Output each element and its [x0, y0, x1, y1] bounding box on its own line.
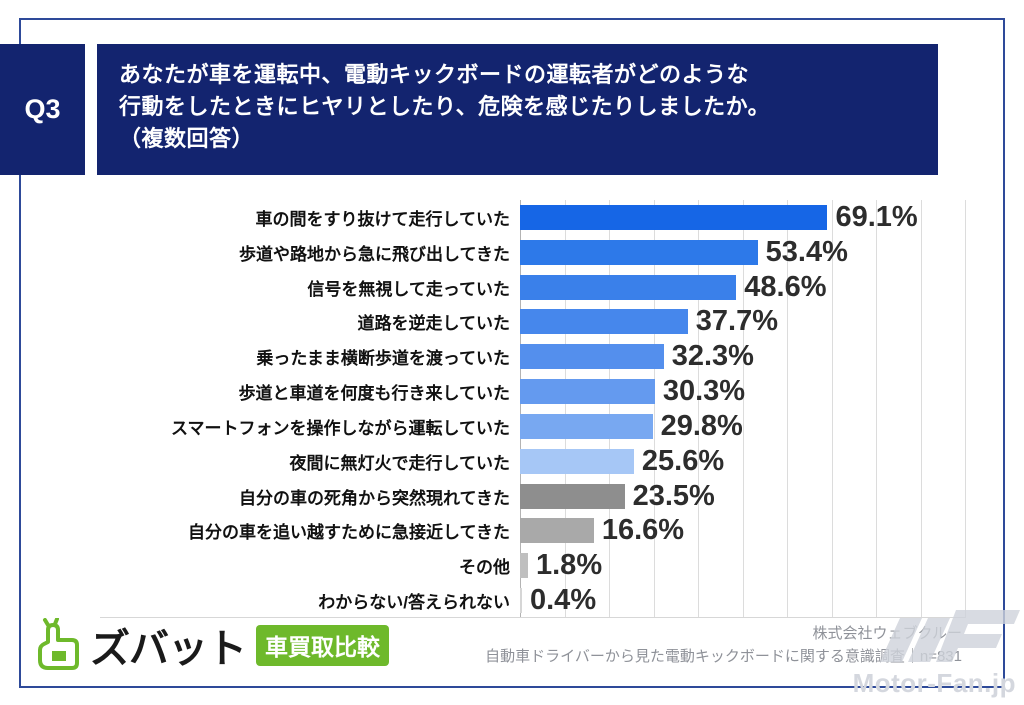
- gridline-10: [564, 200, 566, 618]
- chart-row: その他 1.8%: [0, 548, 1024, 583]
- category-label: 自分の車を追い越すために急接近してきた: [188, 523, 510, 543]
- bar: [520, 483, 625, 509]
- category-label: 自分の車の死角から突然現れてきた: [239, 488, 510, 508]
- value-label: 37.7%: [695, 305, 778, 338]
- question-text-line2: 行動をしたときにヒヤリとしたり、危険を感じたりしましたか。: [119, 93, 771, 119]
- bar: [520, 309, 688, 335]
- chart-plot-area: [520, 200, 966, 618]
- question-number: Q3: [24, 94, 61, 124]
- value-label: 29.8%: [660, 409, 743, 442]
- bar: [520, 379, 655, 405]
- chart-row: わからない/答えられない 0.4%: [0, 583, 1024, 618]
- bar: [520, 588, 522, 614]
- bar: [520, 274, 737, 300]
- bar: [520, 448, 634, 474]
- category-label: その他: [459, 558, 510, 578]
- chart-row: 乗ったまま横断歩道を渡っていた 32.3%: [0, 339, 1024, 374]
- chart-row: スマートフォンを操作しながら運転していた 29.8%: [0, 409, 1024, 444]
- category-label: スマートフォンを操作しながら運転していた: [171, 418, 510, 438]
- chart-row: 夜間に無灯火で走行していた 25.6%: [0, 444, 1024, 479]
- chart-row: 車の間をすり抜けて走行していた 69.1%: [0, 200, 1024, 235]
- question-number-box: Q3: [0, 44, 85, 175]
- source-company: 株式会社ウェブクルー: [812, 625, 962, 642]
- value-label: 0.4%: [530, 584, 597, 617]
- value-label: 1.8%: [536, 549, 603, 582]
- value-label: 32.3%: [671, 340, 754, 373]
- brand-name: ズバット: [90, 627, 247, 671]
- value-label: 53.4%: [765, 235, 848, 268]
- category-label: 車の間をすり抜けて走行していた: [255, 209, 511, 229]
- question-text-line1: あなたが車を運転中、電動キックボードの運転者がどのような: [119, 62, 750, 87]
- chart-row: 信号を無視して走っていた 48.6%: [0, 270, 1024, 305]
- chart-row: 道路を逆走していた 37.7%: [0, 304, 1024, 339]
- category-label: 乗ったまま横断歩道を渡っていた: [256, 349, 510, 369]
- category-label: 歩道や路地から急に飛び出してきた: [239, 244, 510, 264]
- bar: [520, 344, 664, 370]
- category-label: 信号を無視して走っていた: [307, 279, 510, 299]
- chart-row: 自分の車の死角から突然現れてきた 23.5%: [0, 479, 1024, 514]
- value-label: 25.6%: [641, 444, 725, 477]
- gridline-80: [876, 200, 877, 618]
- value-label: 30.3%: [662, 375, 746, 408]
- zubat-hand-icon: [38, 618, 79, 670]
- source-survey: 自動車ドライバーから見た電動キックボードに関する意識調査｜n=831: [485, 648, 962, 666]
- gridline-70: [831, 200, 833, 618]
- value-label: 69.1%: [835, 200, 918, 233]
- category-label: わからない/答えられない: [318, 593, 510, 613]
- brand-badge: 車買取比較: [256, 624, 389, 666]
- category-label: 夜間に無灯火で走行していた: [289, 453, 511, 473]
- gridline-50: [742, 200, 744, 618]
- gridline-100: [965, 200, 966, 618]
- bar: [520, 239, 758, 265]
- category-label: 道路を逆走していた: [357, 314, 511, 334]
- bar: [520, 204, 828, 230]
- value-label: 23.5%: [632, 479, 715, 512]
- bar: [520, 413, 653, 439]
- gridline-40: [698, 200, 699, 618]
- chart-bottom-axis: [100, 617, 965, 618]
- gridline-60: [787, 200, 788, 618]
- bar-chart: 車の間をすり抜けて走行していた 69.1% 歩道や路地から急に飛び出してきた 53.4…: [0, 200, 1024, 618]
- source-attribution: 株式会社ウェブクルー 自動車ドライバーから見た電動キックボードに関する意識調査｜…: [485, 622, 962, 669]
- chart-row: 歩道と車道を何度も行き来していた 30.3%: [0, 374, 1024, 409]
- gridline-90: [920, 200, 922, 618]
- gridline-30: [653, 200, 655, 618]
- question-banner: あなたが車を運転中、電動キックボードの運転者がどのような 行動をしたときにヒヤリ…: [97, 44, 938, 175]
- question-text-line3: （複数回答）: [119, 125, 255, 151]
- zubat-logo: ズバット 車買取比較: [34, 616, 389, 674]
- gridline-20: [609, 200, 610, 618]
- value-label: 16.6%: [601, 514, 685, 547]
- bar: [520, 553, 528, 579]
- category-label: 歩道と車道を何度も行き来していた: [238, 384, 511, 404]
- gridline-0: [520, 200, 521, 618]
- chart-row: 自分の車を追い越すために急接近してきた 16.6%: [0, 513, 1024, 548]
- bar: [520, 518, 594, 544]
- chart-row: 歩道や路地から急に飛び出してきた 53.4%: [0, 235, 1024, 270]
- value-label: 48.6%: [744, 270, 827, 303]
